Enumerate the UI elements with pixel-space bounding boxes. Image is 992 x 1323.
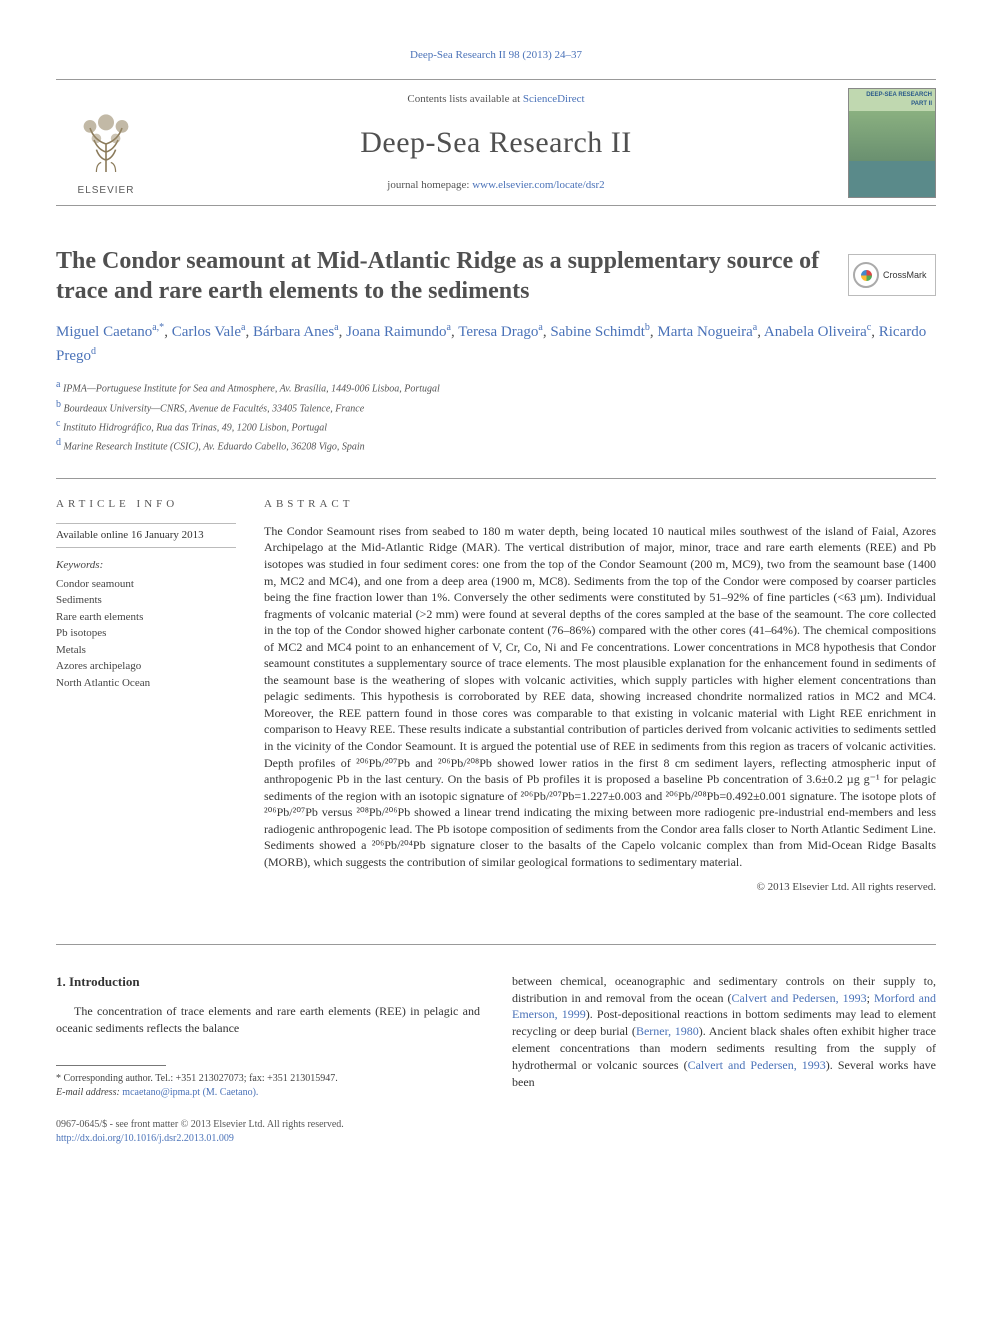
affil-sup: b [56,399,61,410]
page: Deep-Sea Research II 98 (2013) 24–37 ELS… [0,0,992,1194]
author-link[interactable]: Bárbara Anes [253,324,334,340]
body-paragraph: between chemical, oceanographic and sedi… [512,973,936,1091]
author-link[interactable]: Marta Nogueira [657,324,752,340]
affil-sup: a [56,379,60,390]
email-link[interactable]: mcaetano@ipma.pt (M. Caetano). [122,1087,258,1098]
article-header: CrossMark The Condor seamount at Mid-Atl… [56,246,936,454]
author-link[interactable]: Sabine Schimdt [550,324,645,340]
affil-text: Bourdeaux University—CNRS, Avenue de Fac… [64,403,365,414]
affiliation: d Marine Research Institute (CSIC), Av. … [56,435,936,454]
citation-link[interactable]: Calvert and Pedersen, 1993 [732,991,867,1005]
author-affil-sup: a [334,322,338,333]
keyword: North Atlantic Ocean [56,675,236,692]
affil-text: IPMA—Portuguese Institute for Sea and At… [63,384,440,395]
affil-sup: c [56,418,60,429]
contents-line: Contents lists available at ScienceDirec… [176,92,816,107]
article-title: The Condor seamount at Mid-Atlantic Ridg… [56,246,936,306]
keyword: Rare earth elements [56,609,236,626]
author-affil-sup: a [753,322,757,333]
elsevier-wordmark: ELSEVIER [78,184,135,198]
affil-text: Marine Research Institute (CSIC), Av. Ed… [64,441,365,452]
body-text: ; [867,991,874,1005]
cover-image-area [849,111,935,161]
elsevier-tree-icon [66,100,146,180]
author-link[interactable]: Miguel Caetano [56,324,152,340]
body-column-left: 1. Introduction The concentration of tra… [56,973,480,1146]
available-online: Available online 16 January 2013 [56,523,236,548]
crossmark-badge[interactable]: CrossMark [848,254,936,296]
keyword: Azores archipelago [56,658,236,675]
author-link[interactable]: Joana Raimundo [346,324,446,340]
article-info-column: article info Available online 16 January… [56,497,236,895]
affiliations: a IPMA—Portuguese Institute for Sea and … [56,377,936,454]
crossmark-label: CrossMark [883,269,927,282]
body-column-right: between chemical, oceanographic and sedi… [512,973,936,1146]
keywords-list: Condor seamount Sediments Rare earth ele… [56,576,236,692]
author-list: Miguel Caetanoa,*, Carlos Valea, Bárbara… [56,320,936,367]
cover-title: DEEP-SEA RESEARCH PART II [849,89,935,111]
doi-link[interactable]: http://dx.doi.org/10.1016/j.dsr2.2013.01… [56,1133,234,1144]
info-abstract-row: article info Available online 16 January… [56,478,936,895]
keyword: Condor seamount [56,576,236,593]
corresponding-author-footnote: * Corresponding author. Tel.: +351 21302… [56,1072,480,1100]
affil-text: Instituto Hidrográfico, Rua das Trinas, … [63,422,327,433]
author-link[interactable]: Anabela Oliveira [764,324,867,340]
author-link[interactable]: Teresa Drago [458,324,538,340]
homepage-link[interactable]: www.elsevier.com/locate/dsr2 [472,179,604,191]
author-affil-sup: c [867,322,871,333]
homepage-line: journal homepage: www.elsevier.com/locat… [176,178,816,193]
section-title: Introduction [69,974,140,989]
citation-link[interactable]: Calvert and Pedersen, 1993 [688,1058,826,1072]
author-link[interactable]: Carlos Vale [172,324,241,340]
homepage-prefix: journal homepage: [387,179,472,191]
author-affil-sup: a,* [152,322,164,333]
footnote-line: * Corresponding author. Tel.: +351 21302… [56,1072,480,1086]
footnote-rule [56,1065,166,1066]
affiliation: b Bourdeaux University—CNRS, Avenue de F… [56,397,936,416]
header-citation: Deep-Sea Research II 98 (2013) 24–37 [56,48,936,63]
abstract-heading: abstract [264,497,936,512]
abstract-copyright: © 2013 Elsevier Ltd. All rights reserved… [264,880,936,895]
body-two-column: 1. Introduction The concentration of tra… [56,944,936,1146]
author-affil-sup: a [447,322,451,333]
email-label: E-mail address: [56,1087,120,1098]
section-heading: 1. Introduction [56,973,480,991]
cover-footer-area [849,161,935,197]
body-paragraph: The concentration of trace elements and … [56,1003,480,1037]
masthead: ELSEVIER DEEP-SEA RESEARCH PART II Conte… [56,79,936,206]
contents-prefix: Contents lists available at [407,93,522,105]
header-citation-link[interactable]: Deep-Sea Research II 98 (2013) 24–37 [410,49,582,61]
journal-title: Deep-Sea Research II [176,122,816,164]
front-matter-line: 0967-0645/$ - see front matter © 2013 El… [56,1118,480,1132]
abstract-column: abstract The Condor Seamount rises from … [264,497,936,895]
sciencedirect-link[interactable]: ScienceDirect [523,93,585,105]
footnote-line: E-mail address: mcaetano@ipma.pt (M. Cae… [56,1086,480,1100]
author-affil-sup: a [241,322,245,333]
journal-cover-thumbnail[interactable]: DEEP-SEA RESEARCH PART II [848,88,936,198]
affiliation: a IPMA—Portuguese Institute for Sea and … [56,377,936,396]
affil-sup: d [56,437,61,448]
crossmark-icon [853,262,879,288]
abstract-text: The Condor Seamount rises from seabed to… [264,523,936,870]
keyword: Pb isotopes [56,625,236,642]
keywords-heading: Keywords: [56,558,236,573]
article-info-heading: article info [56,497,236,512]
author-affil-sup: d [91,346,96,357]
elsevier-logo[interactable]: ELSEVIER [56,88,156,198]
author-affil-sup: b [645,322,650,333]
citation-link[interactable]: Berner, 1980 [636,1024,699,1038]
author-affil-sup: a [538,322,542,333]
affiliation: c Instituto Hidrográfico, Rua das Trinas… [56,416,936,435]
keyword: Sediments [56,592,236,609]
section-number: 1. [56,974,66,989]
footer-block: 0967-0645/$ - see front matter © 2013 El… [56,1118,480,1146]
keyword: Metals [56,642,236,659]
